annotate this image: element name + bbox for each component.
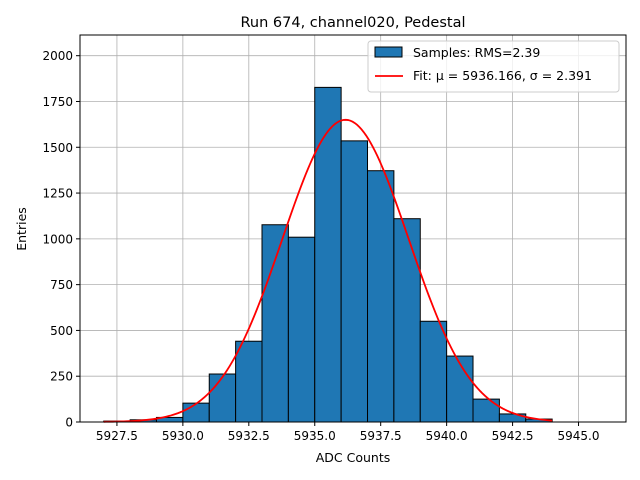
histogram-bar: [472, 398, 500, 423]
histogram-bar: [367, 170, 395, 423]
y-tick-label: 500: [50, 324, 73, 338]
legend: Samples: RMS=2.39 Fit: μ = 5936.166, σ =…: [367, 40, 620, 93]
histogram-bar: [419, 320, 448, 423]
x-tick-label: 5945.0: [558, 429, 600, 443]
x-tick-label: 5930.0: [162, 429, 204, 443]
y-tick-label: 2000: [42, 49, 73, 63]
histogram-bar: [261, 224, 289, 423]
y-tick-label: 1250: [42, 187, 73, 201]
legend-frame: [367, 40, 620, 93]
histogram-bar: [340, 140, 369, 423]
y-axis-ticks: 0 250 500 750 1000 1250 1500 1750 2000: [42, 49, 80, 430]
x-axis-ticks: 5927.5 5930.0 5932.5 5935.0 5937.5 5940.0 5942…: [96, 422, 600, 443]
y-tick-label: 0: [65, 416, 73, 430]
y-tick-label: 1750: [42, 95, 73, 109]
x-tick-label: 5942.5: [492, 429, 534, 443]
x-tick-label: 5940.0: [426, 429, 468, 443]
plot-frame: [79, 34, 627, 423]
x-tick-label: 5937.5: [360, 429, 402, 443]
y-tick-label: 250: [50, 370, 73, 384]
histogram-bar: [393, 218, 421, 423]
legend-label-fit: Fit: μ = 5936.166, σ = 2.391: [413, 68, 592, 83]
chart-title: Run 674, channel020, Pedestal: [240, 15, 465, 31]
y-axis-label: Entries: [14, 207, 29, 251]
x-tick-label: 5927.5: [96, 429, 138, 443]
legend-label-samples: Samples: RMS=2.39: [413, 45, 540, 60]
histogram-bar: [235, 340, 263, 423]
histogram-bar: [446, 355, 474, 423]
legend-patch-samples: [374, 46, 403, 58]
histogram-bar: [314, 86, 342, 423]
histogram-bar: [287, 236, 316, 423]
x-tick-label: 5932.5: [228, 429, 270, 443]
fit-curve: [103, 118, 553, 423]
x-axis-label: ADC Counts: [316, 450, 391, 465]
y-tick-label: 750: [50, 278, 73, 292]
histogram-bars: [103, 86, 553, 423]
x-tick-label: 5935.0: [294, 429, 336, 443]
histogram-bar: [182, 402, 210, 423]
histogram-bar: [208, 373, 237, 423]
y-tick-label: 1500: [42, 141, 73, 155]
y-tick-label: 1000: [42, 232, 73, 246]
